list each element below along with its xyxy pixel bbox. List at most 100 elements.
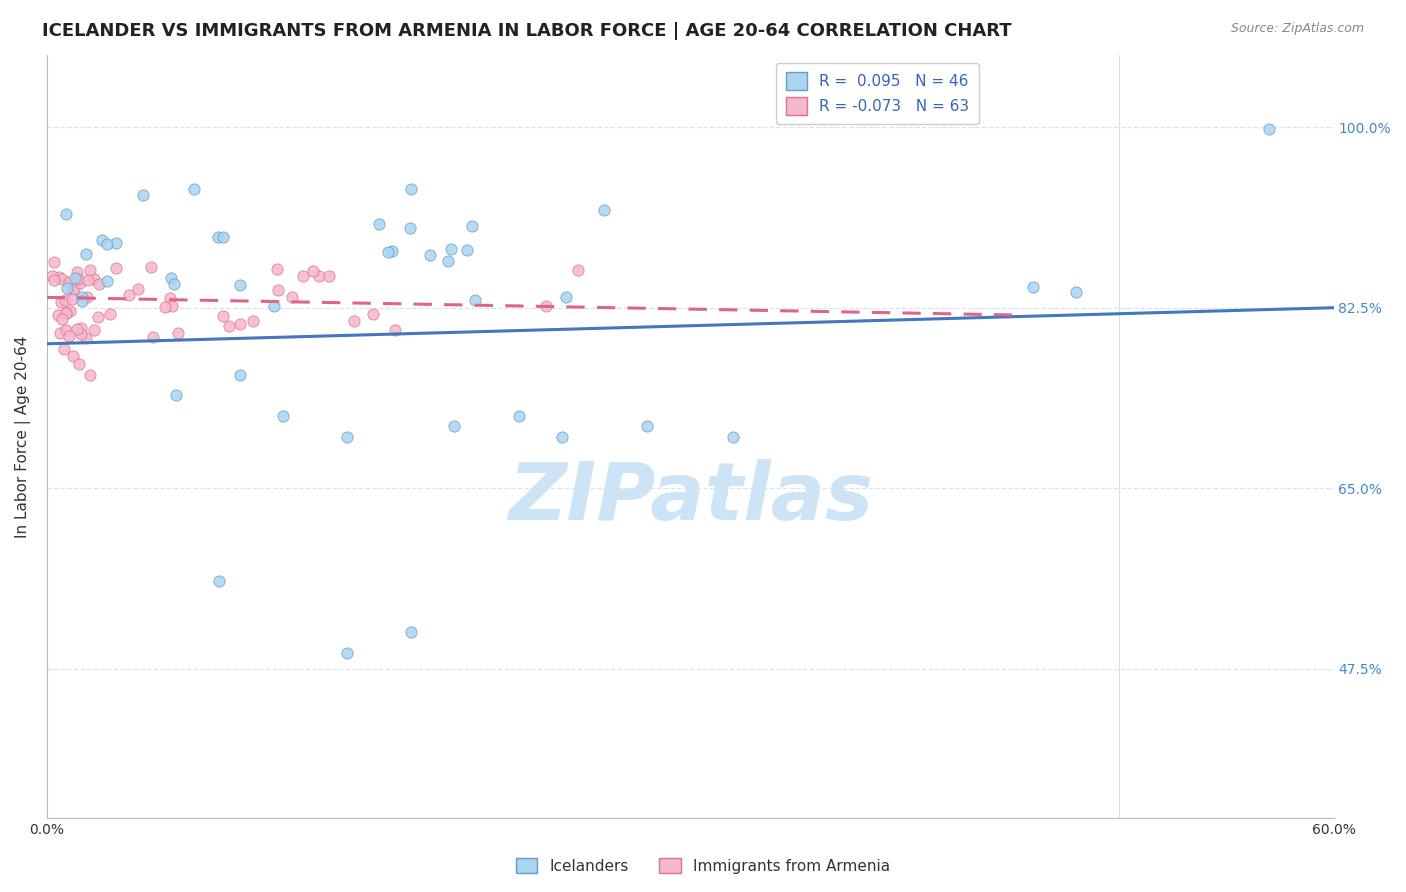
Y-axis label: In Labor Force | Age 20-64: In Labor Force | Age 20-64 xyxy=(15,335,31,538)
Point xyxy=(75,331,97,345)
Point xyxy=(160,270,183,285)
Text: ZIPatlas: ZIPatlas xyxy=(508,458,873,537)
Point xyxy=(508,409,530,423)
Point xyxy=(69,320,91,334)
Point xyxy=(87,277,110,291)
Point xyxy=(229,368,252,382)
Point xyxy=(75,247,97,261)
Point xyxy=(301,264,323,278)
Point xyxy=(66,272,89,286)
Point xyxy=(96,274,118,288)
Point xyxy=(118,288,141,302)
Point xyxy=(398,221,420,235)
Point xyxy=(70,293,93,308)
Point xyxy=(69,277,91,291)
Point xyxy=(183,182,205,196)
Point xyxy=(65,270,87,285)
Point xyxy=(55,306,77,320)
Point xyxy=(336,646,359,660)
Point xyxy=(132,187,155,202)
Point xyxy=(142,329,165,343)
Point xyxy=(281,290,304,304)
Point xyxy=(218,319,240,334)
Point xyxy=(79,263,101,277)
Point xyxy=(266,283,288,297)
Point xyxy=(96,237,118,252)
Point xyxy=(1022,280,1045,294)
Point xyxy=(53,342,76,356)
Point xyxy=(228,317,250,331)
Point xyxy=(67,358,90,372)
Point xyxy=(456,244,478,258)
Point xyxy=(567,262,589,277)
Point xyxy=(62,282,84,296)
Point xyxy=(160,299,183,313)
Point xyxy=(440,242,463,256)
Point xyxy=(419,248,441,262)
Point xyxy=(593,202,616,217)
Point xyxy=(461,219,484,233)
Point xyxy=(534,299,557,313)
Point xyxy=(66,265,89,279)
Point xyxy=(228,278,250,293)
Point xyxy=(336,429,359,443)
Point xyxy=(384,323,406,337)
Point xyxy=(636,419,658,434)
Point xyxy=(79,368,101,382)
Point xyxy=(87,310,110,324)
Point xyxy=(53,293,76,308)
Point xyxy=(1258,122,1281,136)
Point xyxy=(368,217,391,231)
Point xyxy=(242,314,264,328)
Point xyxy=(271,409,294,423)
Point xyxy=(62,349,84,363)
Point xyxy=(58,275,80,289)
Point xyxy=(49,295,72,310)
Point xyxy=(41,268,63,283)
Point xyxy=(211,310,233,324)
Point xyxy=(381,244,404,258)
Point xyxy=(48,269,70,284)
Point xyxy=(60,293,83,307)
Point xyxy=(443,419,465,434)
Point xyxy=(55,306,77,320)
Point xyxy=(49,326,72,340)
Point xyxy=(83,272,105,286)
Point xyxy=(104,236,127,251)
Point xyxy=(464,293,486,308)
Point xyxy=(127,282,149,296)
Point xyxy=(343,314,366,328)
Point xyxy=(167,326,190,340)
Point xyxy=(62,284,84,298)
Point xyxy=(436,254,458,268)
Point xyxy=(70,326,93,341)
Point xyxy=(361,307,384,321)
Point xyxy=(42,255,65,269)
Point xyxy=(77,273,100,287)
Point xyxy=(554,290,576,304)
Point xyxy=(377,245,399,260)
Point xyxy=(91,233,114,247)
Point xyxy=(51,312,73,326)
Point xyxy=(401,182,423,196)
Point xyxy=(51,272,73,286)
Point xyxy=(139,260,162,274)
Text: Source: ZipAtlas.com: Source: ZipAtlas.com xyxy=(1230,22,1364,36)
Point xyxy=(318,269,340,284)
Point xyxy=(72,290,94,304)
Point xyxy=(401,625,423,640)
Point xyxy=(263,299,285,313)
Point xyxy=(212,229,235,244)
Point xyxy=(55,323,77,337)
Point xyxy=(65,322,87,336)
Point xyxy=(55,281,77,295)
Point xyxy=(42,273,65,287)
Legend: R =  0.095   N = 46, R = -0.073   N = 63: R = 0.095 N = 46, R = -0.073 N = 63 xyxy=(776,62,979,124)
Point xyxy=(1064,285,1087,300)
Point xyxy=(165,388,187,402)
Point xyxy=(58,329,80,343)
Point xyxy=(59,304,82,318)
Point xyxy=(721,429,744,443)
Point xyxy=(308,269,330,284)
Point xyxy=(266,262,288,277)
